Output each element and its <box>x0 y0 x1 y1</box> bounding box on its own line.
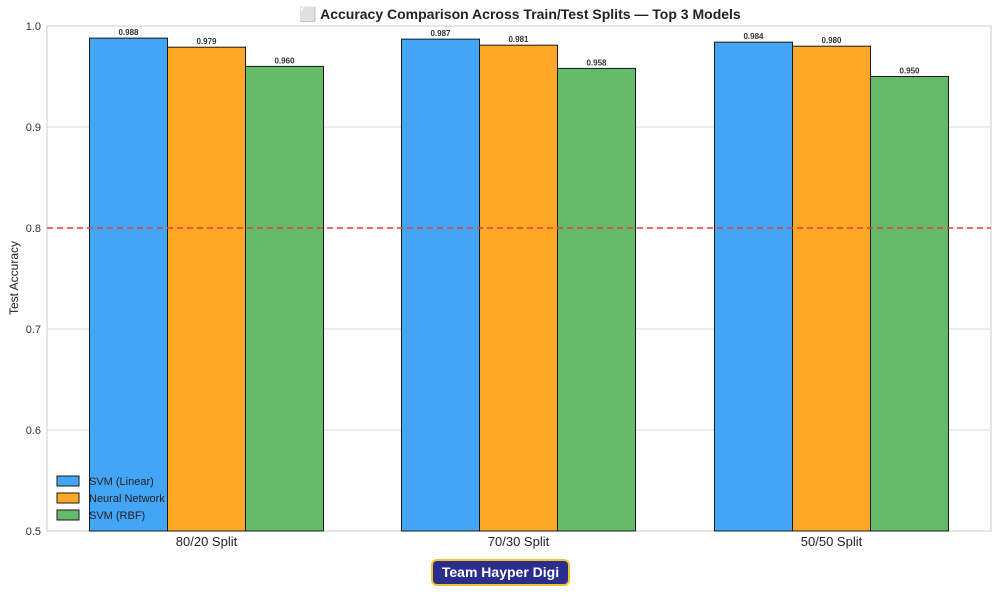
bar-value-label: 0.979 <box>196 37 217 46</box>
x-category-label: 70/30 Split <box>488 534 550 549</box>
bar <box>479 44 558 532</box>
y-tick-label: 0.5 <box>26 526 41 538</box>
bar-value-label: 0.950 <box>899 67 920 76</box>
y-tick-label: 0.8 <box>26 223 41 235</box>
legend: SVM (Linear) Neural Network SVM (RBF) <box>56 475 165 522</box>
legend-label: Neural Network <box>89 493 165 505</box>
legend-label: SVM (RBF) <box>89 510 145 522</box>
legend-swatch <box>56 475 80 487</box>
bar-value-label: 0.958 <box>586 58 607 67</box>
y-tick-label: 0.7 <box>26 324 41 336</box>
bar-value-label: 0.981 <box>508 35 529 44</box>
bar <box>792 45 871 532</box>
bar-value-label: 0.987 <box>430 29 451 38</box>
x-axis-categories: 80/20 Split 70/30 Split 50/50 Split <box>176 534 863 549</box>
legend-label: SVM (Linear) <box>89 476 154 488</box>
bar <box>401 38 480 532</box>
bar <box>245 65 324 532</box>
bar-value-label: 0.960 <box>274 56 295 65</box>
bars <box>89 37 949 532</box>
bar <box>89 37 168 532</box>
x-category-label: 80/20 Split <box>176 534 238 549</box>
y-tick-label: 0.9 <box>26 122 41 134</box>
legend-swatch <box>56 509 80 521</box>
team-badge: Team Hayper Digi <box>431 559 570 586</box>
y-tick-label: 1.0 <box>26 21 41 33</box>
bar <box>167 46 246 532</box>
bar <box>557 67 636 532</box>
data-labels: 0.988 0.979 0.960 0.987 0.981 0.958 0.984 0.980… <box>118 28 920 75</box>
bar-value-label: 0.988 <box>118 28 139 37</box>
legend-swatch <box>56 492 80 504</box>
x-category-label: 50/50 Split <box>801 534 863 549</box>
bar <box>714 41 793 532</box>
y-axis-ticks: 0.5 0.6 0.7 0.8 0.9 1.0 <box>26 21 41 538</box>
y-axis-label: Test Accuracy <box>7 241 21 315</box>
chart-title: ⬜ Accuracy Comparison Across Train/Test … <box>299 6 741 23</box>
y-tick-label: 0.6 <box>26 425 41 437</box>
bar <box>870 76 949 532</box>
bar-value-label: 0.984 <box>743 32 764 41</box>
bar-value-label: 0.980 <box>821 36 842 45</box>
